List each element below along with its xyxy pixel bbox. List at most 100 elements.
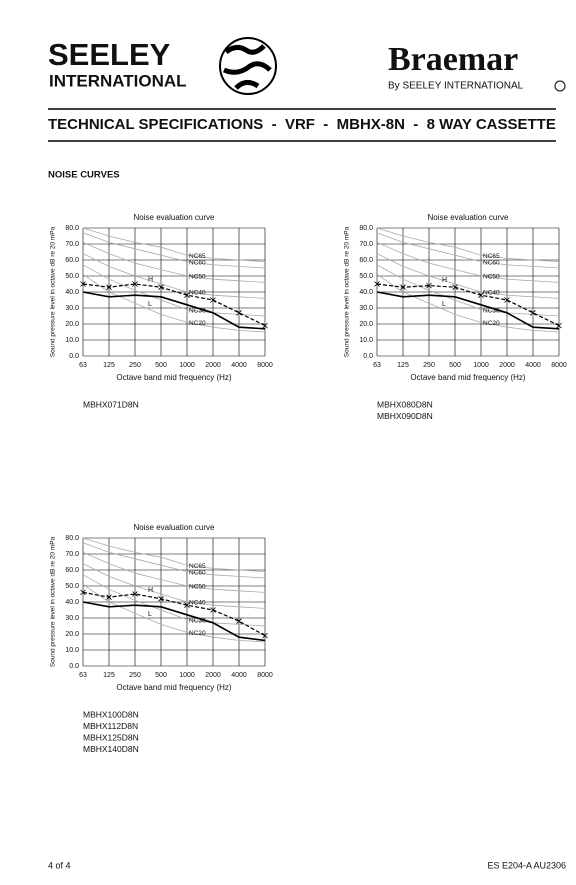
chart-title: Noise evaluation curve [134, 523, 215, 532]
y-axis-label: Sound pressure level in octave dB re 20 … [50, 226, 57, 357]
y-tick-label: 70.0 [65, 241, 79, 248]
nc-curve [82, 232, 266, 269]
x-tick-label: 63 [79, 672, 87, 679]
y-tick-label: 30.0 [65, 305, 79, 312]
marker [158, 596, 164, 602]
nc-curve [82, 563, 266, 609]
x-tick-label: 1000 [179, 672, 195, 679]
marker [210, 607, 216, 613]
y-tick-label: 0.0 [69, 353, 79, 360]
x-tick-label: 500 [155, 362, 167, 369]
y-axis-label: Sound pressure level in octave dB re 20 … [344, 226, 351, 357]
y-tick-label: 70.0 [65, 551, 79, 558]
nc-curve [82, 274, 266, 333]
y-tick-label: 10.0 [359, 337, 373, 344]
nc-curve [82, 253, 266, 299]
model-name: MBHX112D8N [83, 721, 138, 731]
x-tick-label: 4000 [525, 362, 541, 369]
nc-curve [82, 242, 266, 283]
logo-text: SEELEY [48, 37, 171, 72]
footer-page: 4 of 4 [48, 860, 71, 870]
nc-curve [376, 227, 560, 262]
noise-curve [82, 283, 266, 327]
marker [262, 322, 268, 329]
curve-label: NC65 [483, 253, 500, 260]
y-tick-label: 80.0 [359, 225, 373, 232]
marker [236, 310, 242, 316]
marker [478, 292, 484, 298]
noise-curve [82, 601, 266, 642]
x-tick-label: 63 [373, 362, 381, 369]
curve-label: NC60 [189, 569, 206, 576]
x-tick-label: 125 [103, 362, 115, 369]
nc-curve [82, 264, 266, 317]
x-tick-label: 4000 [231, 672, 247, 679]
marker [106, 284, 112, 290]
y-tick-label: 20.0 [359, 321, 373, 328]
curve-label: NC20 [189, 320, 206, 327]
marker [556, 322, 562, 329]
doc-title: TECHNICAL SPECIFICATIONS - VRF - MBHX-8N… [48, 116, 556, 133]
y-tick-label: 40.0 [65, 289, 79, 296]
nc-curve [82, 584, 266, 643]
marker [132, 591, 138, 597]
marker [132, 281, 138, 287]
x-axis-label: Octave band mid frequency (Hz) [116, 683, 231, 692]
curve-label: NC30 [189, 617, 206, 624]
logo-text: Braemar [388, 41, 518, 78]
y-tick-label: 0.0 [363, 353, 373, 360]
section-title: NOISE CURVES [48, 170, 120, 181]
x-tick-label: 8000 [551, 362, 567, 369]
logo-text: INTERNATIONAL [49, 71, 187, 90]
logo-sub: By SEELEY INTERNATIONAL [388, 81, 524, 92]
marker [184, 292, 190, 298]
marker [530, 310, 536, 316]
x-tick-label: 4000 [231, 362, 247, 369]
curve-label: NC65 [189, 563, 206, 570]
marker [158, 284, 164, 290]
y-tick-label: 80.0 [65, 225, 79, 232]
noise-curve [82, 591, 266, 637]
curve-label: NC30 [189, 307, 206, 314]
curve-label: H [442, 277, 447, 284]
y-tick-label: 60.0 [65, 567, 79, 574]
x-tick-label: 63 [79, 362, 87, 369]
curve-label: NC50 [189, 584, 206, 591]
y-tick-label: 50.0 [359, 273, 373, 280]
y-tick-label: 40.0 [359, 289, 373, 296]
y-tick-label: 80.0 [65, 535, 79, 542]
nc-curve [82, 542, 266, 579]
marker [210, 297, 216, 303]
nc-curve [82, 227, 266, 262]
nc-curve [376, 274, 560, 333]
curve-label: H [148, 276, 153, 283]
curve-label: NC40 [483, 290, 500, 297]
curve-label: L [148, 611, 152, 618]
x-tick-label: 1000 [473, 362, 489, 369]
marker [106, 594, 112, 600]
x-tick-label: 2000 [205, 362, 221, 369]
model-name: MBHX100D8N [83, 709, 139, 719]
nc-curve [376, 242, 560, 283]
globe-icon [219, 37, 277, 95]
noise-curve [376, 283, 560, 327]
marker [236, 618, 242, 624]
marker [184, 602, 190, 608]
curve-label: NC20 [483, 320, 500, 327]
x-tick-label: 250 [423, 362, 435, 369]
nc-curve [82, 537, 266, 572]
footer-code: ES E204-A AU2306 [487, 860, 566, 870]
y-tick-label: 60.0 [359, 257, 373, 264]
model-name: MBHX140D8N [83, 744, 139, 754]
marker [80, 589, 86, 596]
nc-curve [82, 552, 266, 593]
nc-curve [376, 264, 560, 317]
model-name: MBHX090D8N [377, 411, 433, 421]
marker [426, 282, 432, 289]
marker [504, 297, 510, 303]
marker [400, 284, 406, 290]
curve-label: NC40 [189, 600, 206, 607]
curve-label: NC30 [483, 307, 500, 314]
x-tick-label: 250 [129, 362, 141, 369]
